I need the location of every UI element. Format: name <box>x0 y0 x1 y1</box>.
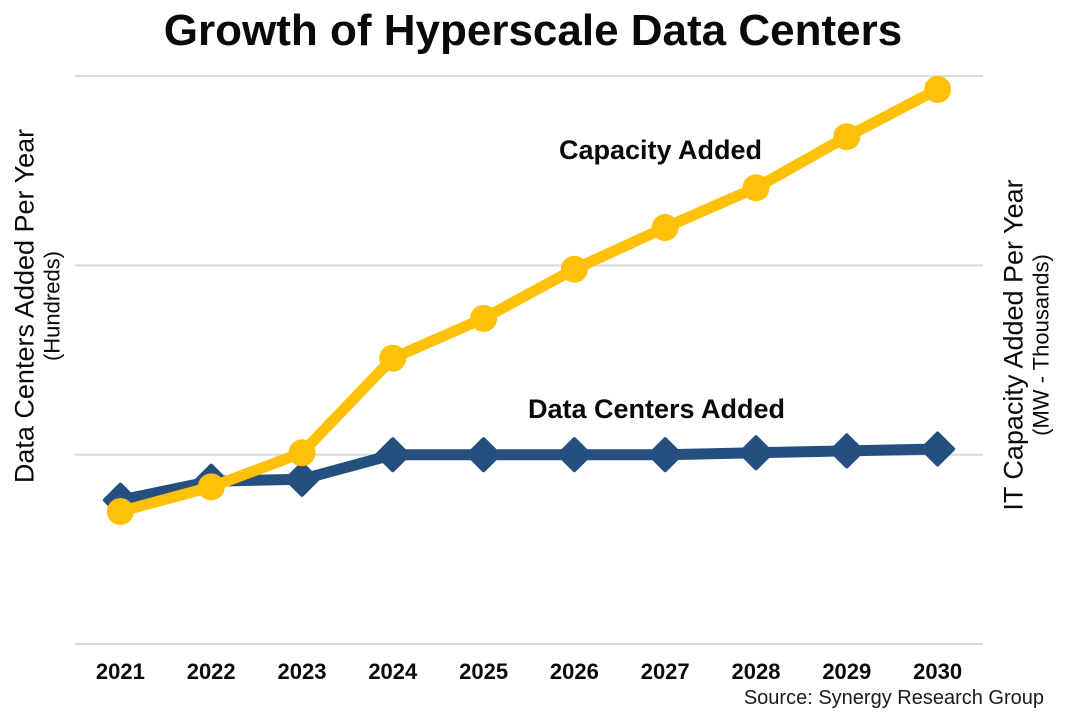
left-y-axis-title: Data Centers Added Per Year <box>9 128 40 484</box>
x-axis-label-2030: 2030 <box>913 659 963 684</box>
x-axis-label-2021: 2021 <box>95 659 145 684</box>
data-centers-added-line <box>114 443 944 506</box>
capacity-added-marker <box>470 304 498 332</box>
capacity-added-marker <box>197 473 225 501</box>
x-axis-label-2023: 2023 <box>277 659 327 684</box>
capacity-added-marker <box>924 75 952 103</box>
data-centers-added-marker <box>920 431 956 467</box>
data-centers-added-marker <box>556 437 592 473</box>
data-centers-added-marker <box>284 461 320 497</box>
x-axis-label-2029: 2029 <box>822 659 872 684</box>
x-axis-label-2024: 2024 <box>368 659 418 684</box>
data-centers-added-marker <box>829 433 865 469</box>
capacity-added-marker <box>560 255 588 283</box>
x-axis-label-2025: 2025 <box>459 659 509 684</box>
capacity-added-marker <box>106 498 134 525</box>
right-y-axis-label: IT Capacity Added Per Year (MW - Thousan… <box>999 179 1054 510</box>
left-y-axis-units: (Hundreds) <box>39 250 65 362</box>
left-y-axis-label: Data Centers Added Per Year (Hundreds) <box>10 129 65 483</box>
x-axis-label-2028: 2028 <box>731 659 781 684</box>
data-centers-added-marker <box>375 437 411 473</box>
capacity-added-series-label: Capacity Added <box>559 135 763 165</box>
capacity-added-marker <box>833 123 861 151</box>
capacity-added-marker <box>379 344 407 372</box>
data-centers-added-series-label: Data Centers Added <box>528 394 786 424</box>
right-y-axis-units: (MW - Thousands) <box>1028 254 1054 436</box>
x-axis-label-2027: 2027 <box>640 659 690 684</box>
x-axis-label-2026: 2026 <box>549 659 599 684</box>
data-centers-added-marker <box>647 437 683 473</box>
capacity-added-line <box>114 83 944 517</box>
x-axis-label-2022: 2022 <box>186 659 236 684</box>
data-centers-added-marker <box>466 437 502 473</box>
source-attribution: Source: Synergy Research Group <box>743 687 1044 709</box>
capacity-added-marker <box>288 439 316 467</box>
chart-title: Growth of Hyperscale Data Centers <box>163 6 903 55</box>
right-y-axis-title: IT Capacity Added Per Year <box>998 179 1029 511</box>
data-centers-added-marker <box>738 435 774 471</box>
capacity-added-marker <box>742 174 770 202</box>
capacity-added-marker <box>651 214 679 241</box>
